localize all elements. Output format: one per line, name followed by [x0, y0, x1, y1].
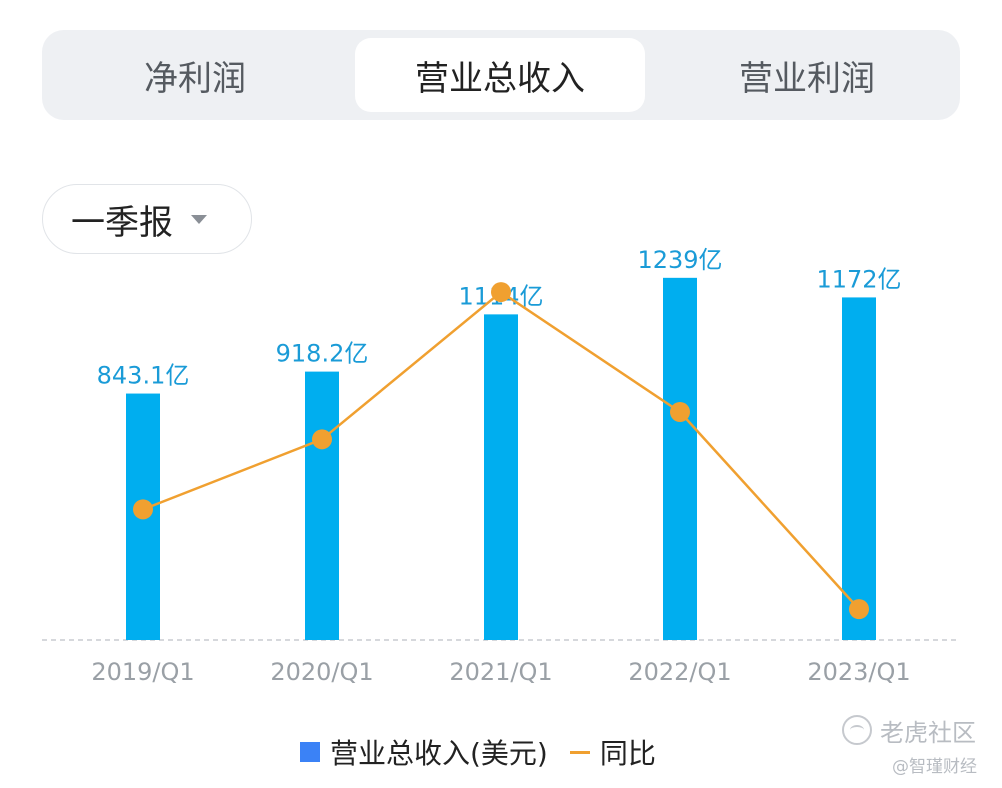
yoy-point: [670, 402, 690, 422]
bar-value-label: 1172亿: [816, 265, 901, 293]
statement-tabs: 净利润 营业总收入 营业利润: [42, 30, 960, 120]
yoy-point: [312, 429, 332, 450]
watermark: 老虎社区: [842, 708, 976, 752]
bar-2021/Q1: [484, 314, 518, 640]
legend-line-swatch: [569, 750, 590, 754]
bar-value-label: 1239亿: [637, 246, 722, 274]
x-tick-label: 2022/Q1: [628, 658, 731, 686]
x-tick-label: 2020/Q1: [270, 658, 373, 686]
x-tick-label: 2023/Q1: [807, 658, 910, 686]
tab-total-revenue[interactable]: 营业总收入: [355, 38, 645, 112]
period-selector[interactable]: 一季报: [42, 184, 252, 254]
x-tick-label: 2021/Q1: [449, 658, 552, 686]
yoy-point: [133, 499, 153, 520]
watermark-main: 老虎社区: [880, 718, 976, 747]
tiger-logo-icon: [842, 715, 872, 745]
bar-value-label: 843.1亿: [97, 362, 190, 390]
yoy-point: [849, 599, 869, 620]
legend-bar-swatch: [300, 742, 320, 762]
watermark-sub: @智瑾财经: [892, 757, 977, 777]
bar-2020/Q1: [305, 371, 339, 640]
caret-down-icon: [191, 214, 207, 224]
bar-2023/Q1: [842, 297, 876, 640]
legend-bar-label: 营业总收入(美元): [330, 737, 548, 770]
tab-operating-profit[interactable]: 营业利润: [739, 58, 875, 99]
legend-line-label: 同比: [599, 737, 656, 770]
chart-legend: 营业总收入(美元) 同比: [300, 730, 656, 774]
tab-net-profit[interactable]: 净利润: [144, 58, 246, 99]
x-tick-label: 2019/Q1: [91, 658, 194, 686]
bar-value-label: 918.2亿: [276, 340, 369, 368]
yoy-point: [491, 282, 511, 303]
period-selector-label: 一季报: [71, 202, 173, 243]
bar-2022/Q1: [663, 277, 697, 640]
